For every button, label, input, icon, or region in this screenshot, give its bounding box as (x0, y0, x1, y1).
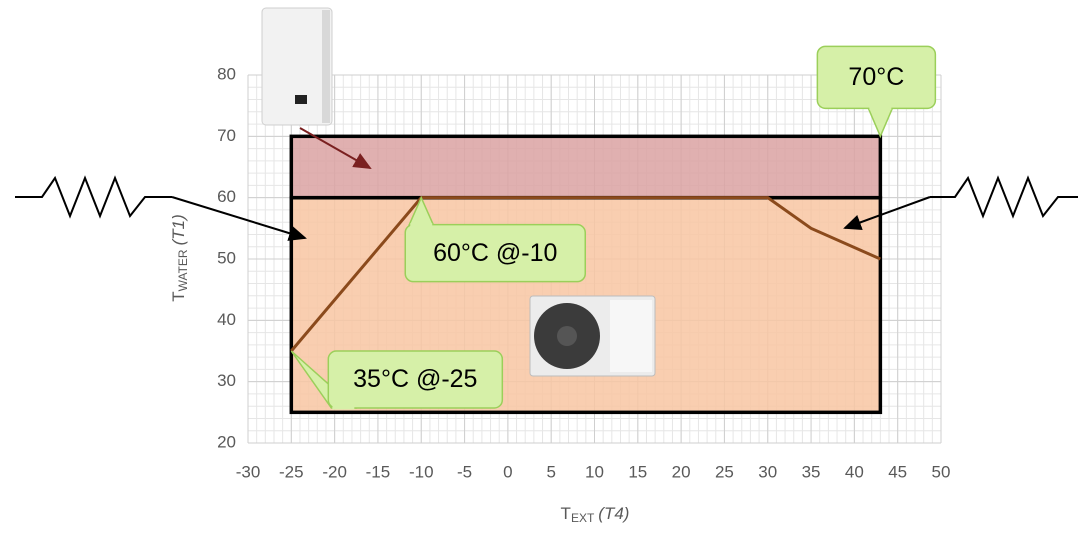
y-tick-label: 40 (217, 310, 236, 329)
x-axis-title: TEXT(T4) (561, 504, 630, 525)
callout-text: 70°C (848, 63, 904, 91)
callout-text: 35°C @-25 (353, 365, 477, 393)
x-tick-label: -15 (366, 462, 391, 481)
y-title-note: (T1) (169, 214, 188, 245)
x-tick-label: 0 (503, 462, 512, 481)
region (291, 136, 880, 197)
x-tick-label: 40 (845, 462, 864, 481)
y-tick-label: 20 (217, 432, 236, 451)
x-tick-label: 20 (672, 462, 691, 481)
x-tick-label: -20 (322, 462, 347, 481)
y-tick-label: 80 (217, 64, 236, 83)
x-tick-label: 15 (628, 462, 647, 481)
chart: 70°C60°C @-1035°C @-25 TEXT(T4) TWATER(T… (0, 0, 1081, 533)
x-title-note: (T4) (598, 504, 629, 523)
x-title-main: T (561, 504, 571, 523)
x-tick-label: 50 (932, 462, 951, 481)
x-tick-label: -30 (236, 462, 261, 481)
callout-text: 60°C @-10 (433, 239, 557, 267)
x-tick-label: 30 (758, 462, 777, 481)
x-tick-label: 10 (585, 462, 604, 481)
x-tick-label: 5 (546, 462, 555, 481)
x-tick-label: 35 (802, 462, 821, 481)
x-title-sub: EXT (571, 511, 595, 525)
x-tick-label: -5 (457, 462, 472, 481)
x-tick-label: 25 (715, 462, 734, 481)
y-tick-label: 30 (217, 371, 236, 390)
x-tick-label: -10 (409, 462, 434, 481)
y-title-main: T (169, 291, 188, 301)
heater-symbol-right (930, 178, 1078, 216)
outdoor-unit-icon (530, 296, 655, 376)
x-tick-label: 45 (888, 462, 907, 481)
arrow (172, 197, 305, 238)
y-title-sub: WATER (176, 249, 190, 291)
wall-unit-icon (262, 8, 332, 125)
x-tick-label: -25 (279, 462, 304, 481)
y-tick-label: 50 (217, 248, 236, 267)
y-tick-label: 70 (217, 126, 236, 145)
y-tick-label: 60 (217, 187, 236, 206)
y-axis-title: TWATER (T1) (169, 214, 190, 302)
heater-symbol-left (15, 178, 172, 216)
